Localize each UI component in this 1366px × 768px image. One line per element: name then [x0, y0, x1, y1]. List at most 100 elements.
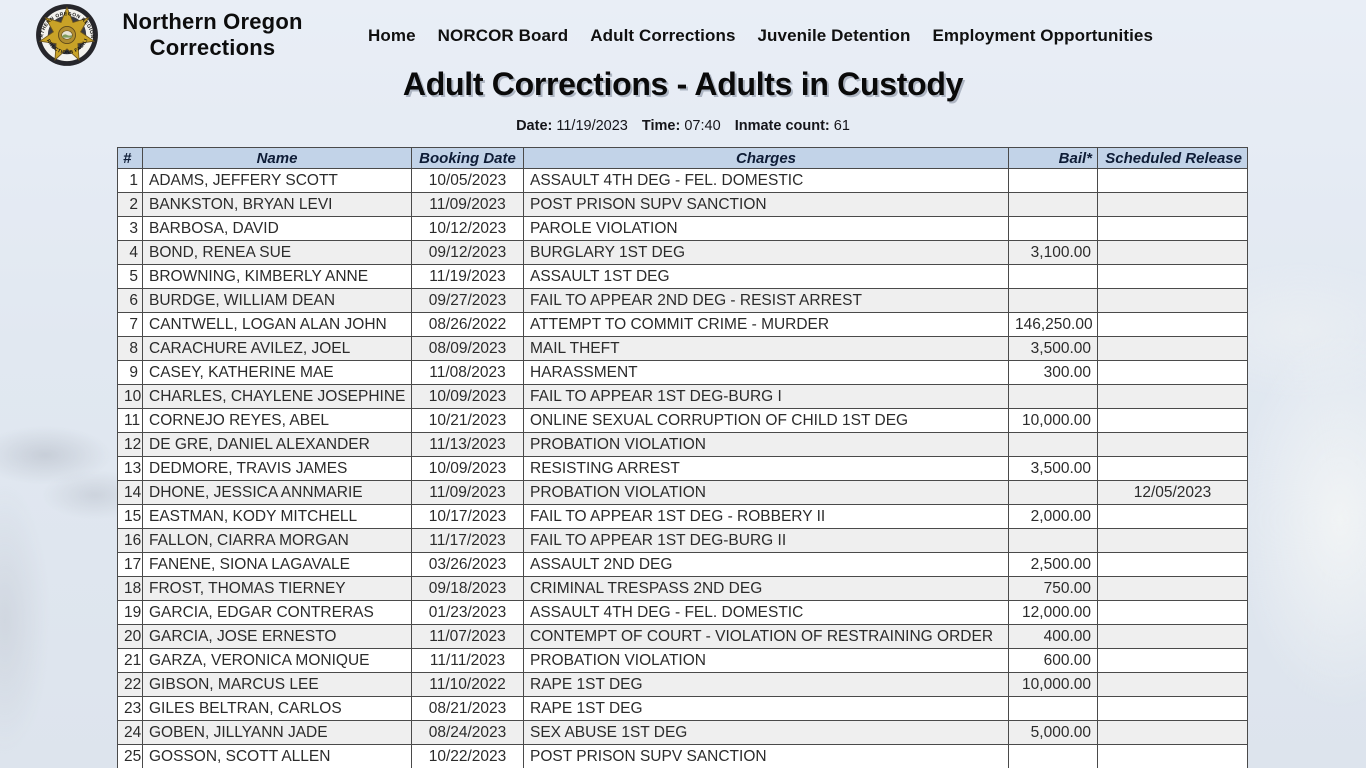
cell-booking-date: 11/13/2023	[411, 432, 524, 457]
cell-scheduled-release	[1097, 240, 1248, 265]
cell-charges: HARASSMENT	[523, 360, 1009, 385]
inmate-count-value: 61	[833, 118, 850, 134]
cell-bail	[1008, 696, 1098, 721]
cell-charges: BURGLARY 1ST DEG	[523, 240, 1009, 265]
cell-scheduled-release	[1097, 624, 1248, 649]
cell-booking-date: 09/27/2023	[411, 288, 524, 313]
cell-number: 3	[117, 216, 143, 241]
table-header-row: # Name Booking Date Charges Bail* Scheduled R…	[117, 147, 1248, 169]
table-row: 4 BOND, RENEA SUE 09/12/2023 BURGLARY 1ST D…	[117, 240, 1248, 265]
cell-booking-date: 08/24/2023	[411, 720, 524, 745]
cell-booking-date: 11/08/2023	[411, 360, 524, 385]
page-title: Adult Corrections - Adults in Custody	[402, 66, 964, 102]
cell-number: 11	[117, 408, 143, 433]
table-row: 7 CANTWELL, LOGAN ALAN JOHN 08/26/2022 ATTE…	[117, 312, 1248, 337]
inmate-count-label: Inmate count:	[734, 118, 830, 134]
table-row: 18 FROST, THOMAS TIERNEY 09/18/2023 CRIMINA…	[117, 576, 1248, 601]
cell-name: GILES BELTRAN, CARLOS	[142, 696, 412, 721]
cell-number: 2	[117, 192, 143, 217]
time-label: Time:	[641, 118, 681, 134]
cell-name: BANKSTON, BRYAN LEVI	[142, 192, 412, 217]
nav-item-home[interactable]: Home	[368, 26, 416, 45]
cell-booking-date: 10/09/2023	[411, 456, 524, 481]
table-row: 5 BROWNING, KIMBERLY ANNE 11/19/2023 ASSAUL…	[117, 264, 1248, 289]
cell-scheduled-release	[1097, 648, 1248, 673]
cell-number: 13	[117, 456, 143, 481]
column-header-number: #	[117, 147, 143, 169]
cell-name: BOND, RENEA SUE	[142, 240, 412, 265]
cell-name: CARACHURE AVILEZ, JOEL	[142, 336, 412, 361]
cell-name: CASEY, KATHERINE MAE	[142, 360, 412, 385]
cell-charges: ASSAULT 1ST DEG	[523, 264, 1009, 289]
time-value: 07:40	[684, 118, 721, 134]
cell-charges: CRIMINAL TRESPASS 2ND DEG	[523, 576, 1009, 601]
cell-bail	[1008, 528, 1098, 553]
cell-scheduled-release	[1097, 336, 1248, 361]
cell-number: 4	[117, 240, 143, 265]
cell-bail: 400.00	[1008, 624, 1098, 649]
table-row: 6 BURDGE, WILLIAM DEAN 09/27/2023 FAIL TO A…	[117, 288, 1248, 313]
table-row: 8 CARACHURE AVILEZ, JOEL 08/09/2023 MAIL TH…	[117, 336, 1248, 361]
cell-scheduled-release	[1097, 264, 1248, 289]
cell-booking-date: 11/07/2023	[411, 624, 524, 649]
date-value: 11/19/2023	[556, 118, 628, 134]
cell-bail	[1008, 288, 1098, 313]
cell-name: ADAMS, JEFFERY SCOTT	[142, 168, 412, 193]
cell-booking-date: 01/23/2023	[411, 600, 524, 625]
nav-item-norcor-board[interactable]: NORCOR Board	[437, 26, 569, 45]
cell-bail: 2,500.00	[1008, 552, 1098, 577]
column-header-bail: Bail*	[1008, 147, 1098, 169]
cell-scheduled-release	[1097, 720, 1248, 745]
cell-bail: 2,000.00	[1008, 504, 1098, 529]
cell-number: 24	[117, 720, 143, 745]
cell-scheduled-release	[1097, 288, 1248, 313]
table-row: 11 CORNEJO REYES, ABEL 10/21/2023 ONLINE SE…	[117, 408, 1248, 433]
nav-item-juvenile-detention[interactable]: Juvenile Detention	[757, 26, 911, 45]
cell-bail: 10,000.00	[1008, 408, 1098, 433]
cell-name: BARBOSA, DAVID	[142, 216, 412, 241]
cell-booking-date: 11/19/2023	[411, 264, 524, 289]
cell-booking-date: 10/21/2023	[411, 408, 524, 433]
cell-charges: ATTEMPT TO COMMIT CRIME - MURDER	[523, 312, 1009, 337]
cell-bail	[1008, 216, 1098, 241]
brand-name-line2: Corrections	[149, 34, 276, 60]
date-label: Date:	[516, 118, 553, 134]
cell-charges: FAIL TO APPEAR 1ST DEG - ROBBERY II	[523, 504, 1009, 529]
cell-scheduled-release	[1097, 216, 1248, 241]
cell-scheduled-release	[1097, 408, 1248, 433]
sheriff-badge-logo[interactable]: NORTHERN OREGON REGIONAL CORRECTIONS FAC…	[30, 3, 104, 67]
cell-booking-date: 11/10/2022	[411, 672, 524, 697]
cell-scheduled-release: 12/05/2023	[1097, 480, 1248, 505]
cell-charges: FAIL TO APPEAR 1ST DEG-BURG II	[523, 528, 1009, 553]
table-row: 13 DEDMORE, TRAVIS JAMES 10/09/2023 RESISTI…	[117, 456, 1248, 481]
cell-name: BURDGE, WILLIAM DEAN	[142, 288, 412, 313]
table-row: 10 CHARLES, CHAYLENE JOSEPHINE 10/09/2023 F…	[117, 384, 1248, 409]
cell-number: 14	[117, 480, 143, 505]
cell-charges: RAPE 1ST DEG	[523, 696, 1009, 721]
brand-name-line1: Northern Oregon	[122, 9, 303, 34]
cell-name: GOBEN, JILLYANN JADE	[142, 720, 412, 745]
cell-name: CHARLES, CHAYLENE JOSEPHINE	[142, 384, 412, 409]
cell-bail: 750.00	[1008, 576, 1098, 601]
cell-charges: MAIL THEFT	[523, 336, 1009, 361]
cell-charges: ONLINE SEXUAL CORRUPTION OF CHILD 1ST DE…	[523, 408, 1009, 433]
cell-name: BROWNING, KIMBERLY ANNE	[142, 264, 412, 289]
brand-name[interactable]: Northern Oregon Corrections	[100, 9, 325, 61]
cell-number: 5	[117, 264, 143, 289]
cell-name: FALLON, CIARRA MORGAN	[142, 528, 412, 553]
cell-booking-date: 09/12/2023	[411, 240, 524, 265]
cell-bail: 3,100.00	[1008, 240, 1098, 265]
cell-scheduled-release	[1097, 456, 1248, 481]
cell-booking-date: 10/22/2023	[411, 744, 524, 768]
cell-booking-date: 09/18/2023	[411, 576, 524, 601]
table-row: 1 ADAMS, JEFFERY SCOTT 10/05/2023 ASSAULT 4…	[117, 168, 1248, 193]
nav-item-adult-corrections[interactable]: Adult Corrections	[590, 26, 736, 45]
table-row: 25 GOSSON, SCOTT ALLEN 10/22/2023 POST PRIS…	[117, 744, 1248, 768]
cell-scheduled-release	[1097, 504, 1248, 529]
cell-charges: CONTEMPT OF COURT - VIOLATION OF RESTRAI…	[523, 624, 1009, 649]
table-row: 23 GILES BELTRAN, CARLOS 08/21/2023 RAPE 1S…	[117, 696, 1248, 721]
cell-scheduled-release	[1097, 384, 1248, 409]
cell-charges: PROBATION VIOLATION	[523, 648, 1009, 673]
table-row: 21 GARZA, VERONICA MONIQUE 11/11/2023 PROBA…	[117, 648, 1248, 673]
nav-item-employment-opportunities[interactable]: Employment Opportunities	[932, 26, 1154, 45]
